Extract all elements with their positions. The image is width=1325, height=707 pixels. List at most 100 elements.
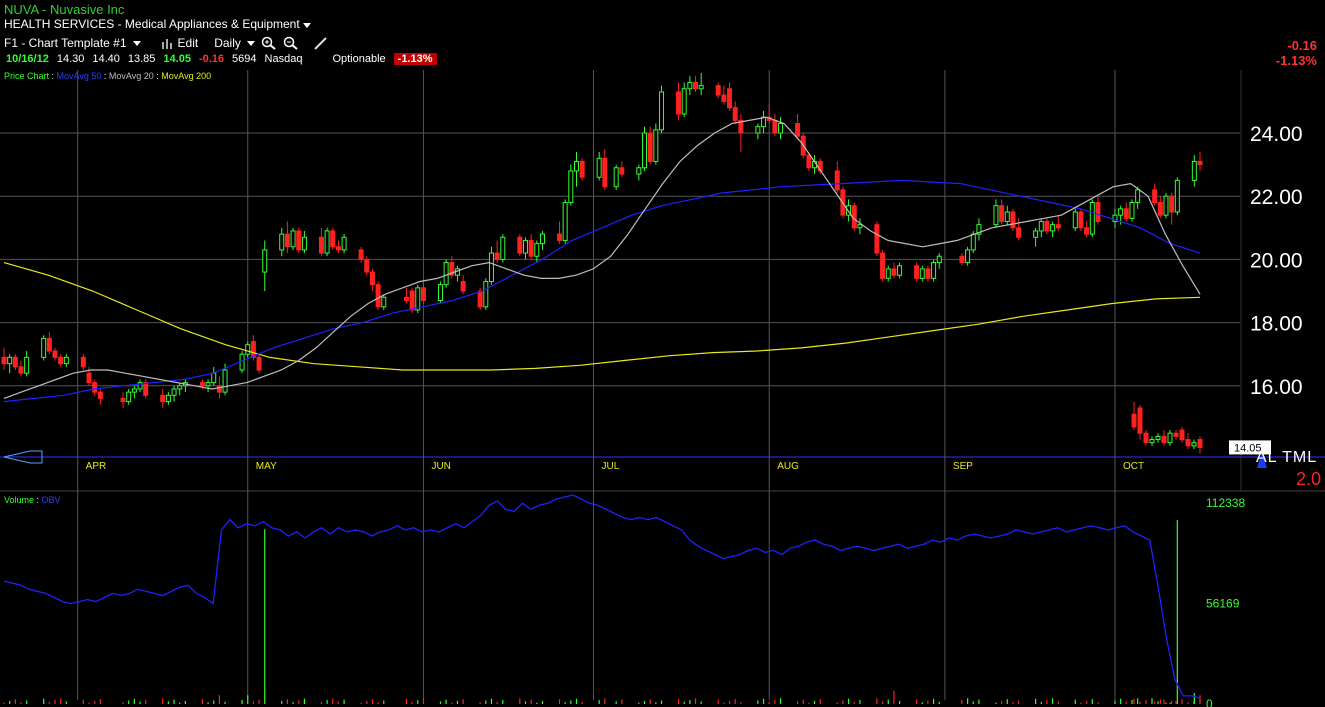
candle-body: [596, 157, 602, 178]
candle-body: [1123, 208, 1129, 219]
candle-body: [874, 224, 880, 254]
candle-body: [1118, 208, 1124, 216]
candle-body: [358, 249, 364, 260]
candle-body: [778, 123, 784, 134]
edit-button[interactable]: Edit: [161, 36, 199, 50]
candle-body: [517, 236, 523, 254]
candle-body: [676, 91, 682, 115]
candle-body: [211, 372, 217, 384]
candle-body: [919, 268, 925, 279]
candle-body: [642, 132, 648, 169]
price-legend: Price Chart : MovAvg 50 : MovAvg 20 : Mo…: [4, 71, 212, 81]
period-label: Daily: [214, 36, 241, 50]
left-price-marker: [3, 450, 43, 464]
candle-body: [131, 388, 137, 393]
candle-body: [262, 249, 268, 273]
candle-body: [177, 385, 183, 390]
quote-date: 10/16/12: [6, 53, 49, 65]
edit-label: Edit: [177, 36, 199, 50]
candle-body: [126, 391, 132, 403]
candle-body: [1137, 407, 1143, 434]
quote-low: 13.85: [127, 53, 156, 65]
zoom-out-icon[interactable]: [283, 36, 299, 50]
candle-body: [1197, 439, 1203, 448]
candle-body: [1, 356, 7, 365]
legend-volume: Volume: [4, 495, 35, 505]
candle-body: [216, 385, 222, 393]
candle-body: [1004, 211, 1010, 222]
candle-body: [494, 252, 500, 260]
candle-body: [403, 296, 409, 301]
candle-body: [806, 154, 812, 169]
candle-body: [137, 382, 143, 390]
quote-open: 14.30: [56, 53, 85, 65]
candle-body: [420, 287, 426, 301]
candle-body: [58, 356, 64, 365]
candle-body: [449, 262, 455, 276]
candle-body: [256, 356, 262, 371]
candle-body: [7, 356, 13, 365]
candle-body: [369, 271, 375, 286]
candle-body: [1185, 439, 1191, 447]
candle-body: [619, 167, 625, 175]
candle-body: [965, 249, 971, 264]
legend-price-chart: Price Chart: [4, 71, 50, 81]
candle-body: [222, 369, 228, 393]
candle-body: [1179, 429, 1185, 441]
candle-body: [539, 233, 545, 245]
period-dropdown[interactable]: Daily: [214, 36, 255, 50]
candle-body: [18, 366, 24, 374]
candle-body: [488, 252, 494, 283]
volume-tick-label: 112338: [1206, 496, 1245, 510]
candle-body: [375, 284, 381, 308]
month-label: APR: [86, 461, 107, 472]
price-tick-label: 24.00: [1250, 123, 1303, 146]
month-label: SEP: [953, 461, 973, 472]
candle-body: [245, 344, 251, 355]
candle-body: [698, 85, 704, 90]
candle-body: [1155, 435, 1161, 441]
legend-ma200: MovAvg 200: [161, 71, 212, 81]
candle-body: [437, 284, 443, 301]
candle-body: [727, 88, 733, 109]
candle-body: [1038, 220, 1044, 232]
ma200-line: [3, 262, 1201, 371]
candle-body: [659, 91, 665, 131]
candle-body: [1197, 160, 1203, 166]
candle-body: [324, 230, 330, 254]
candle-body: [857, 224, 863, 229]
ma50-line: [3, 179, 1201, 403]
candle-body: [97, 391, 103, 399]
candle-body: [1135, 189, 1141, 204]
template-dropdown[interactable]: F1 - Chart Template #1: [4, 36, 141, 50]
bar-chart-icon: [161, 39, 172, 49]
ma20-line: [3, 116, 1201, 399]
draw-line-icon[interactable]: [313, 36, 329, 50]
candle-body: [279, 233, 285, 251]
candle-body: [409, 290, 415, 311]
candle-body: [460, 281, 466, 292]
symbol-title: NUVA - Nuvasive Inc: [4, 2, 125, 17]
candle-body: [795, 123, 801, 137]
candle-body: [1173, 432, 1179, 437]
sector-dropdown[interactable]: HEALTH SERVICES - Medical Appliances & E…: [4, 17, 311, 31]
candle-body: [415, 287, 421, 311]
tml-triangle-icon: [1257, 452, 1267, 468]
candle-body: [1044, 220, 1050, 232]
candle-body: [24, 356, 30, 374]
candle-body: [1010, 211, 1016, 229]
legend-obv: OBV: [41, 495, 61, 505]
candle-body: [205, 382, 211, 387]
candle-body: [931, 262, 937, 279]
candle-body: [284, 233, 290, 248]
candle-body: [959, 255, 965, 264]
candle-body: [647, 132, 653, 162]
candle-body: [721, 94, 727, 102]
quote-volume: 5694: [232, 53, 257, 65]
candle-body: [1149, 439, 1155, 444]
zoom-in-icon[interactable]: [261, 36, 277, 50]
candle-body: [63, 356, 69, 365]
last-price-box-label: 14.05: [1234, 442, 1262, 454]
month-label: AUG: [777, 461, 799, 472]
